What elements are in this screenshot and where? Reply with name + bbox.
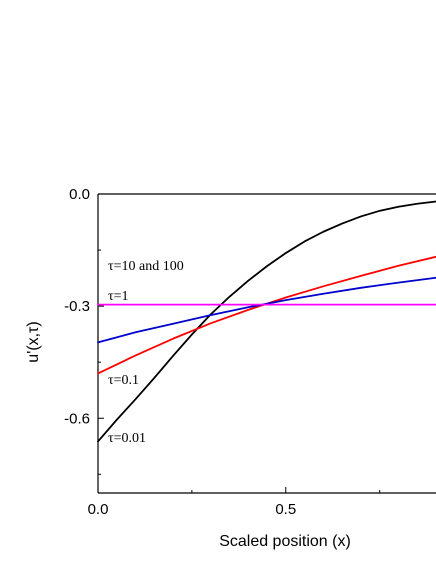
label-tau-0-01: τ=0.01 [108, 431, 146, 446]
x-tick-label: 0.5 [275, 501, 296, 518]
series-line-0 [97, 200, 436, 443]
label-tau-0-1: τ=0.1 [108, 373, 139, 388]
series-labels: τ=10 and 100 τ=1 τ=0.1 τ=0.01 [108, 259, 184, 446]
label-tau-10-and-100: τ=10 and 100 [108, 259, 184, 274]
y-tick-label: 0.0 [69, 186, 90, 203]
y-tick-label: -0.3 [64, 298, 90, 315]
series-line-1 [97, 255, 436, 375]
x-axis-title: Scaled position (x) [219, 533, 351, 550]
x-tick-label: 0.0 [88, 501, 109, 518]
series-lines [97, 200, 436, 443]
label-tau-1: τ=1 [108, 289, 129, 304]
axes: 0.0 -0.3 -0.6 0.0 0.5 [64, 186, 436, 518]
y-axis-title: u'(x,τ) [25, 321, 42, 362]
series-line-2 [97, 276, 436, 344]
y-tick-label: -0.6 [64, 410, 90, 427]
